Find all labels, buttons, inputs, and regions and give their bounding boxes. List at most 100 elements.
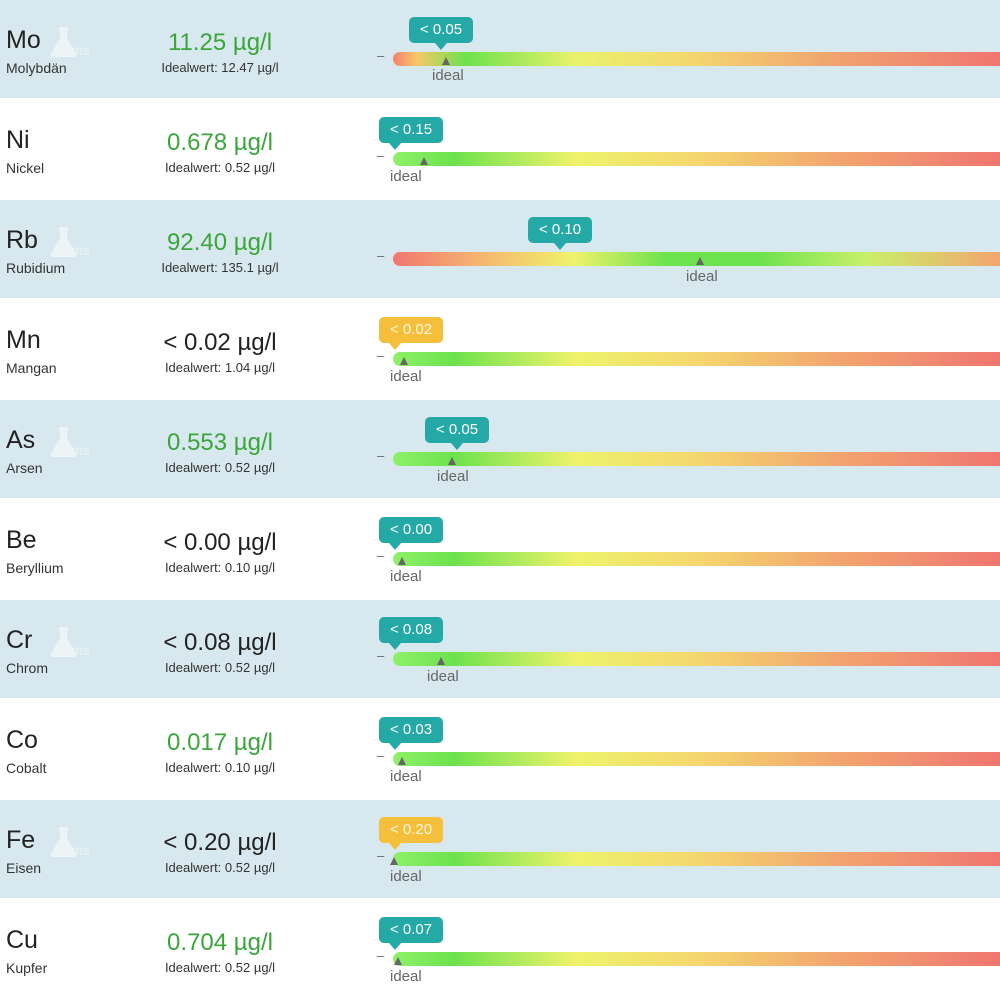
svg-text:ms: ms (71, 742, 90, 758)
ms-flask-icon: ms (49, 526, 91, 558)
detection-limit-badge: < 0.05 (409, 17, 474, 50)
range-start-dash: – (377, 448, 385, 463)
range-start-dash: – (377, 648, 385, 663)
svg-text:ms: ms (71, 142, 90, 158)
element-symbol: Fe (6, 826, 36, 854)
element-name: Rubidium (6, 260, 66, 276)
range-bar (393, 752, 1000, 766)
element-row-co: Co Cobalt ms 0.017 µg/l Idealwert: 0.10 µg/l… (0, 700, 1000, 800)
detection-limit-badge: < 0.08 (379, 617, 444, 650)
range-start-dash: – (377, 48, 385, 63)
range-start-dash: – (377, 148, 385, 163)
range-start-dash: – (377, 948, 385, 963)
element-symbol: Be (6, 526, 37, 554)
measured-value: 0.704 µg/l (167, 929, 273, 956)
ideal-label: ideal (686, 268, 718, 285)
ideal-marker-icon (398, 757, 406, 765)
ms-flask-icon: ms (49, 926, 91, 958)
ideal-value: Idealwert: 0.52 µg/l (164, 460, 276, 475)
ideal-label: ideal (437, 468, 469, 485)
element-row-cu: Cu Kupfer ms 0.704 µg/l Idealwert: 0.52 µg/l… (0, 900, 1000, 1000)
ms-flask-icon: ms (49, 626, 91, 658)
range-bar (393, 652, 1000, 666)
element-name: Nickel (6, 160, 45, 176)
svg-text:ms: ms (71, 442, 90, 458)
range-bar (393, 52, 1000, 66)
element-row-ni: Ni Nickel ms 0.678 µg/l Idealwert: 0.52 µg/l… (0, 100, 1000, 200)
ms-flask-icon: ms (49, 26, 91, 58)
element-symbol: As (6, 426, 36, 454)
element-name: Kupfer (6, 960, 48, 976)
range-bar (393, 152, 1000, 166)
ms-flask-icon: ms (49, 826, 91, 858)
element-row-as: As Arsen ms 0.553 µg/l Idealwert: 0.52 µg/l –… (0, 400, 1000, 500)
range-bar (393, 852, 1000, 866)
ideal-marker-icon (448, 457, 456, 465)
ms-flask-icon: ms (49, 426, 91, 458)
range-start-dash: – (377, 848, 385, 863)
element-symbol: Cr (6, 626, 33, 654)
ideal-value: Idealwert: 12.47 µg/l (161, 60, 279, 75)
element-symbol: Rb (6, 226, 38, 254)
range-start-dash: – (377, 248, 385, 263)
measured-value: 92.40 µg/l (167, 229, 273, 256)
ideal-value: Idealwert: 0.52 µg/l (164, 960, 276, 975)
ideal-label: ideal (390, 968, 422, 985)
ideal-marker-icon (394, 957, 402, 965)
element-symbol: Mn (6, 326, 41, 354)
ideal-marker-icon (390, 857, 398, 865)
detection-limit-badge: < 0.20 (379, 817, 444, 850)
svg-text:ms: ms (71, 542, 90, 558)
svg-text:ms: ms (71, 242, 90, 258)
ideal-marker-icon (398, 557, 406, 565)
element-row-be: Be Beryllium ms < 0.00 µg/l Idealwert: 0.10 … (0, 500, 1000, 600)
element-row-fe: Fe Eisen ms < 0.20 µg/l Idealwert: 0.52 µg/l… (0, 800, 1000, 900)
element-symbol: Ni (6, 126, 30, 154)
range-bar (393, 952, 1000, 966)
ideal-label: ideal (432, 67, 464, 84)
element-row-mn: Mn Mangan ms < 0.02 µg/l Idealwert: 1.04 µg/… (0, 300, 1000, 400)
measured-value: 0.553 µg/l (167, 429, 273, 456)
element-name: Mangan (6, 360, 57, 376)
ideal-value: Idealwert: 1.04 µg/l (164, 360, 276, 375)
range-bar (393, 352, 1000, 366)
measured-value: < 0.08 µg/l (163, 629, 277, 656)
ideal-value: Idealwert: 0.10 µg/l (164, 760, 276, 775)
element-row-rb: Rb Rubidium ms 92.40 µg/l Idealwert: 135.1 µ… (0, 200, 1000, 300)
measured-value: < 0.02 µg/l (163, 329, 277, 356)
ideal-label: ideal (390, 868, 422, 885)
element-name: Chrom (6, 660, 49, 676)
ideal-marker-icon (400, 357, 408, 365)
element-name: Eisen (6, 860, 42, 876)
svg-text:ms: ms (71, 42, 90, 58)
ideal-marker-icon (442, 57, 450, 65)
measured-value: < 0.00 µg/l (163, 529, 277, 556)
element-name: Molybdän (6, 60, 67, 76)
ms-flask-icon: ms (49, 726, 91, 758)
ideal-label: ideal (390, 768, 422, 785)
ideal-label: ideal (427, 668, 459, 685)
element-name: Cobalt (6, 760, 47, 776)
ideal-marker-icon (696, 257, 704, 265)
detection-limit-badge: < 0.00 (379, 517, 444, 550)
ideal-marker-icon (420, 157, 428, 165)
detection-limit-badge: < 0.15 (379, 117, 444, 150)
range-bar (393, 552, 1000, 566)
ideal-value: Idealwert: 135.1 µg/l (161, 260, 279, 275)
detection-limit-badge: < 0.10 (528, 217, 593, 250)
detection-limit-badge: < 0.05 (425, 417, 490, 450)
ideal-label: ideal (390, 168, 422, 185)
measured-value: 0.017 µg/l (167, 729, 273, 756)
element-symbol: Mo (6, 26, 41, 54)
detection-limit-badge: < 0.02 (379, 317, 444, 350)
element-symbol: Co (6, 726, 38, 754)
ms-flask-icon: ms (49, 226, 91, 258)
ideal-marker-icon (437, 657, 445, 665)
range-bar (393, 452, 1000, 466)
svg-text:ms: ms (71, 342, 90, 358)
measured-value: 0.678 µg/l (167, 129, 273, 156)
element-row-mo: Mo Molybdän ms 11.25 µg/l Idealwert: 12.47 µ… (0, 0, 1000, 100)
range-start-dash: – (377, 548, 385, 563)
element-row-cr: Cr Chrom ms < 0.08 µg/l Idealwert: 0.52 µg/l… (0, 600, 1000, 700)
